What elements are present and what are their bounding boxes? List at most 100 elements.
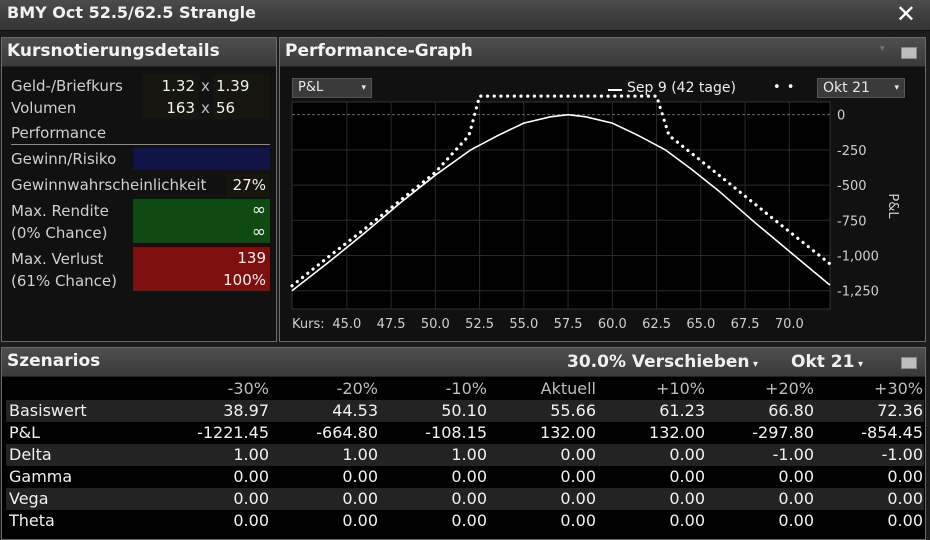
expiry-dropdown[interactable]: Okt 21 ▾: [817, 78, 905, 98]
bid-ask-separator: x: [201, 77, 210, 95]
y-tick-label: -1,000: [837, 249, 879, 264]
volume-label: Volumen: [11, 99, 77, 117]
max-return-value-2: ∞: [251, 222, 266, 242]
table-cell: 0.00: [560, 489, 596, 508]
panel-maximize-icon[interactable]: [901, 357, 917, 369]
table-cell: 0.00: [887, 511, 923, 530]
x-tick-label: 50.0: [421, 317, 450, 332]
x-tick-label: 55.0: [509, 317, 538, 332]
y-tick-label: -750: [837, 214, 867, 229]
close-icon[interactable]: ✕: [895, 0, 916, 28]
table-cell: -1221.45: [197, 423, 269, 442]
window-titlebar: BMY Oct 52.5/62.5 Strangle ✕: [0, 0, 930, 31]
max-return-value: ∞: [251, 200, 266, 220]
x-tick-label: 52.5: [465, 317, 494, 332]
bid-ask-label: Geld-/Briefkurs: [11, 77, 123, 95]
table-cell: 0.00: [887, 467, 923, 486]
x-tick-label: 67.5: [731, 317, 760, 332]
y-tick-label: -1,250: [837, 285, 879, 300]
table-cell: 0.00: [233, 467, 269, 486]
performance-graph-panel: Performance-Graph ▾ P&L ▾ Sep 9 (42 tage…: [279, 37, 926, 342]
panel-maximize-icon[interactable]: [901, 47, 917, 59]
table-cell: 44.53: [332, 401, 378, 420]
table-cell: 61.23: [659, 401, 705, 420]
plot-area: [291, 101, 831, 310]
y-axis-label: P&L: [885, 193, 900, 219]
metric-dropdown[interactable]: P&L ▾: [292, 78, 372, 98]
shift-dropdown[interactable]: 30.0% Verschieben ▾: [567, 352, 758, 372]
panel-menu-icon[interactable]: ▾: [880, 44, 885, 54]
legend-solid-line: [608, 89, 622, 91]
table-cell: 1.00: [233, 445, 269, 464]
table-row: Vega 0.00 0.00 0.00 0.00 0.00 0.00 0.00: [6, 488, 924, 510]
y-tick-label: -500: [837, 179, 867, 194]
y-tick-label: 0: [837, 109, 845, 124]
table-cell: 0.00: [560, 511, 596, 530]
column-header: -30%: [227, 379, 269, 398]
table-cell: 72.36: [877, 401, 923, 420]
table-cell: 0.00: [342, 467, 378, 486]
table-cell: 0.00: [887, 489, 923, 508]
table-cell: 0.00: [778, 489, 814, 508]
table-cell: 0.00: [451, 467, 487, 486]
column-header: +30%: [874, 379, 923, 398]
gain-risk-label: Gewinn/Risiko: [11, 150, 117, 168]
x-tick-label: 47.5: [377, 317, 406, 332]
x-tick-label: 57.5: [554, 317, 583, 332]
series-lines: [290, 94, 832, 292]
table-cell: 0.00: [342, 489, 378, 508]
expiry-dropdown-value: Okt 21: [823, 80, 870, 96]
scenarios-panel: Szenarios 30.0% Verschieben ▾ Okt 21 ▾ -…: [1, 347, 926, 540]
window-title: BMY Oct 52.5/62.5 Strangle: [7, 3, 256, 22]
x-tick-label: 70.0: [775, 317, 804, 332]
table-cell: 50.10: [441, 401, 487, 420]
column-header: Aktuell: [540, 379, 596, 398]
table-cell: 0.00: [560, 467, 596, 486]
table-cell: 1.00: [451, 445, 487, 464]
scenario-expiry-value: Okt 21: [791, 352, 855, 372]
table-row: Theta 0.00 0.00 0.00 0.00 0.00 0.00 0.00: [6, 510, 924, 532]
row-label: Delta: [9, 445, 52, 464]
table-cell: 0.00: [451, 489, 487, 508]
current-pnl-line: [291, 113, 831, 292]
legend-dotted-marker: • •: [773, 80, 796, 95]
table-cell: 132.00: [540, 423, 596, 442]
scenario-expiry-dropdown[interactable]: Okt 21 ▾: [791, 352, 863, 372]
volume-separator: x: [201, 99, 210, 117]
table-cell: 0.00: [669, 511, 705, 530]
bid-value: 1.32: [142, 75, 199, 97]
table-cell: -297.80: [752, 423, 814, 442]
table-cell: 0.00: [451, 511, 487, 530]
expiry-pnl-line: [290, 94, 832, 288]
bid-volume-value: 163: [142, 97, 199, 119]
win-probability-label: Gewinnwahrscheinlichkeit: [11, 176, 207, 194]
performance-graph-header: Performance-Graph ▾: [280, 38, 925, 67]
max-loss-label: Max. Verlust: [11, 250, 104, 268]
table-cell: 38.97: [223, 401, 269, 420]
performance-graph-title: Performance-Graph: [285, 41, 473, 61]
row-label: Vega: [9, 489, 49, 508]
chevron-down-icon: ▾: [854, 359, 863, 370]
quote-details-header: Kursnotierungsdetails: [2, 38, 276, 67]
column-header: +10%: [656, 379, 705, 398]
chevron-down-icon: ▾: [749, 359, 759, 370]
row-label: P&L: [9, 423, 41, 442]
table-cell: 66.80: [768, 401, 814, 420]
table-cell: -1.00: [881, 445, 923, 464]
table-cell: 132.00: [649, 423, 705, 442]
table-cell: 55.66: [550, 401, 596, 420]
table-cell: -1.00: [772, 445, 814, 464]
metric-dropdown-value: P&L: [298, 80, 324, 95]
table-cell: -854.45: [861, 423, 923, 442]
table-cell: 0.00: [560, 445, 596, 464]
table-cell: 0.00: [669, 467, 705, 486]
quote-details-title: Kursnotierungsdetails: [7, 41, 220, 61]
max-return-label: Max. Rendite: [11, 202, 109, 220]
gain-risk-value: [133, 148, 270, 170]
x-tick-labels: 45.0 47.5 50.0 52.5 55.0 57.5 60.0 62.5 65.0 67.5…: [332, 317, 803, 332]
table-cell: 0.00: [778, 467, 814, 486]
table-row: P&L -1221.45 -664.80 -108.15 132.00 132.00 -29…: [6, 422, 924, 444]
scenarios-header: Szenarios 30.0% Verschieben ▾ Okt 21 ▾: [2, 348, 925, 377]
quote-details-panel: Kursnotierungsdetails Geld-/Briefkurs 1.…: [1, 37, 277, 342]
ask-volume-value: 56: [213, 97, 270, 119]
